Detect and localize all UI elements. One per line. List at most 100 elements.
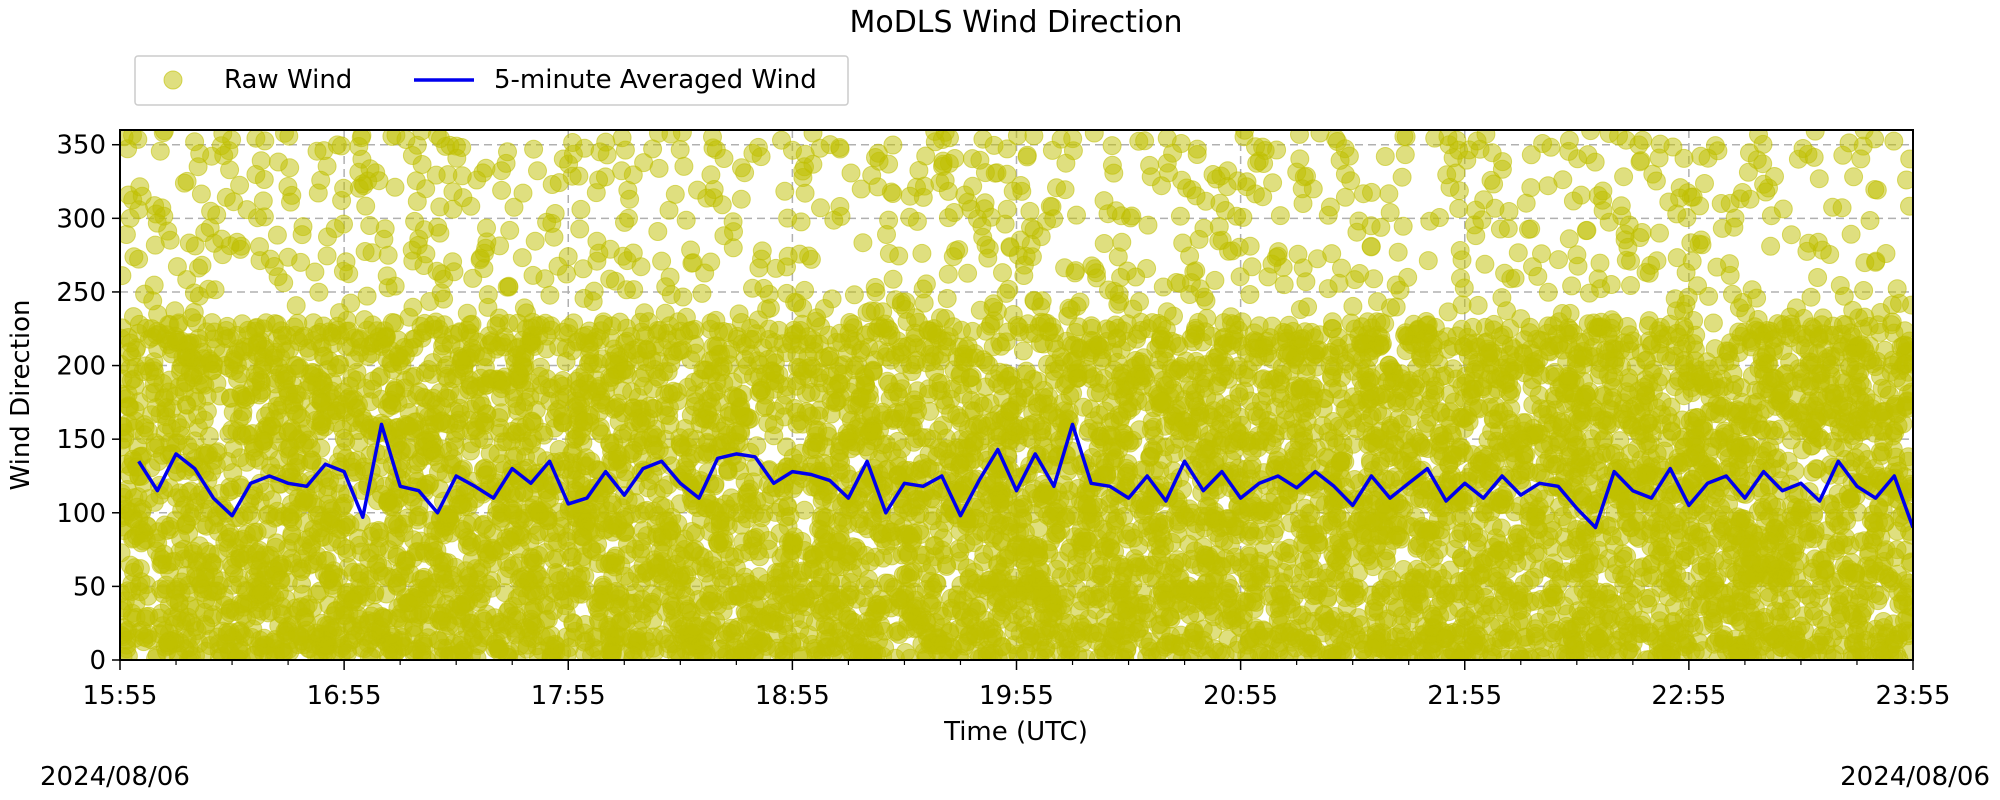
raw-wind-point xyxy=(873,548,893,568)
raw-wind-point xyxy=(749,258,769,278)
raw-wind-point xyxy=(542,175,562,194)
raw-wind-point xyxy=(665,184,685,204)
raw-wind-point xyxy=(179,233,199,253)
chart-title: MoDLS Wind Direction xyxy=(849,5,1182,40)
raw-wind-point xyxy=(309,282,329,302)
legend-averaged-wind-label: 5-minute Averaged Wind xyxy=(494,65,817,95)
raw-wind-point xyxy=(1094,234,1114,253)
raw-wind-point xyxy=(993,263,1012,283)
raw-wind-point xyxy=(1379,184,1399,204)
raw-wind-point xyxy=(1650,223,1669,243)
raw-wind-point xyxy=(1451,268,1470,288)
raw-wind-point xyxy=(1388,242,1408,262)
raw-wind-point xyxy=(274,371,294,391)
raw-wind-point xyxy=(1559,141,1579,161)
raw-wind-point xyxy=(357,286,377,306)
raw-wind-point xyxy=(363,371,383,391)
raw-wind-point xyxy=(1274,275,1294,295)
raw-wind-point xyxy=(1386,297,1406,317)
raw-wind-point xyxy=(230,175,250,195)
raw-wind-point xyxy=(853,233,873,253)
raw-wind-point xyxy=(512,248,532,268)
raw-wind-point xyxy=(1310,130,1330,143)
raw-wind-point xyxy=(1805,130,1825,141)
raw-wind-point xyxy=(230,239,250,259)
raw-wind-point xyxy=(958,263,978,283)
raw-wind-point xyxy=(676,210,696,230)
raw-wind-point xyxy=(865,301,885,321)
raw-wind-point xyxy=(589,170,609,190)
raw-wind-point xyxy=(723,238,743,258)
raw-wind-point xyxy=(1808,268,1828,287)
raw-wind-point xyxy=(1593,181,1613,201)
raw-wind-point xyxy=(286,296,306,316)
raw-wind-point xyxy=(205,280,225,300)
raw-wind-point xyxy=(524,139,544,159)
raw-wind-point xyxy=(1186,261,1206,281)
raw-wind-point xyxy=(817,508,837,528)
raw-wind-point xyxy=(732,158,751,178)
raw-wind-point xyxy=(356,196,376,216)
raw-wind-point xyxy=(305,262,325,282)
raw-wind-point xyxy=(1614,167,1634,187)
raw-wind-point xyxy=(962,149,982,169)
raw-wind-point xyxy=(1368,292,1387,312)
raw-wind-point xyxy=(255,131,275,151)
raw-wind-point xyxy=(500,220,520,240)
raw-wind-point xyxy=(150,141,170,161)
raw-wind-point xyxy=(1538,282,1558,302)
raw-wind-point xyxy=(492,180,512,200)
raw-wind-point xyxy=(525,231,545,251)
raw-wind-point xyxy=(1364,269,1384,289)
raw-wind-point xyxy=(648,222,668,241)
raw-wind-point xyxy=(652,251,672,271)
raw-wind-point xyxy=(360,216,380,235)
raw-wind-point xyxy=(430,197,450,217)
raw-wind-point xyxy=(851,179,871,199)
raw-wind-scatter xyxy=(120,130,1913,660)
raw-wind-point xyxy=(1047,559,1066,579)
raw-wind-point xyxy=(120,266,132,286)
raw-wind-point xyxy=(504,197,524,217)
raw-wind-point xyxy=(1632,223,1652,242)
raw-wind-point xyxy=(1900,196,1913,216)
raw-wind-point xyxy=(1844,167,1864,187)
raw-wind-point xyxy=(331,136,351,156)
raw-wind-point xyxy=(1084,130,1104,143)
raw-wind-point xyxy=(1102,136,1122,156)
raw-wind-point xyxy=(570,219,590,239)
raw-wind-point xyxy=(562,166,582,186)
raw-wind-point xyxy=(1621,276,1640,295)
raw-wind-point xyxy=(385,177,405,197)
raw-wind-point xyxy=(1138,215,1158,235)
raw-wind-point xyxy=(649,130,668,143)
legend-raw-wind-marker xyxy=(163,70,183,90)
raw-wind-point xyxy=(317,246,337,266)
raw-wind-point xyxy=(1393,216,1413,236)
raw-wind-point xyxy=(1593,201,1613,221)
raw-wind-point xyxy=(757,299,777,319)
raw-wind-point xyxy=(1475,254,1495,274)
raw-wind-point xyxy=(461,196,481,216)
raw-wind-point xyxy=(1290,130,1309,144)
raw-wind-point xyxy=(1163,143,1183,163)
raw-wind-point xyxy=(1067,205,1086,225)
raw-wind-point xyxy=(672,130,692,142)
raw-wind-point xyxy=(129,249,149,269)
raw-wind-point xyxy=(1343,296,1363,316)
raw-wind-point xyxy=(754,278,774,298)
legend-box xyxy=(134,55,849,106)
legend-raw-wind-label: Raw Wind xyxy=(224,65,352,95)
raw-wind-point xyxy=(624,280,644,300)
raw-wind-point xyxy=(912,243,932,263)
raw-wind-point xyxy=(673,287,693,307)
raw-wind-point xyxy=(1318,279,1338,299)
raw-wind-point xyxy=(999,279,1019,299)
raw-wind-point xyxy=(752,241,772,261)
raw-wind-point xyxy=(1497,301,1516,321)
raw-wind-point xyxy=(1860,211,1880,230)
legend: Raw Wind 5-minute Averaged Wind xyxy=(134,55,849,106)
raw-wind-point xyxy=(1636,262,1656,282)
